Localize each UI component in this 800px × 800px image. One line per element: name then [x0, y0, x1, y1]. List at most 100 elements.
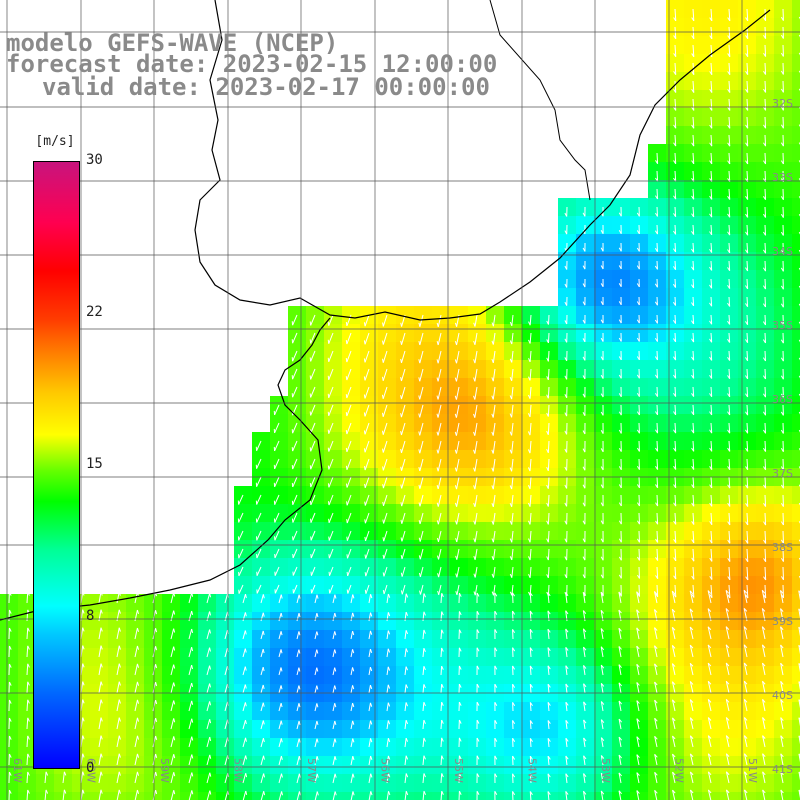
wind-arrow	[310, 512, 316, 523]
wind-arrow	[492, 422, 496, 436]
wind-arrow-head	[400, 395, 402, 400]
wind-arrow-head	[582, 247, 586, 252]
wind-arrow-head	[600, 790, 605, 795]
wind-arrow	[746, 350, 749, 361]
wind-arrow-head	[564, 502, 568, 507]
wind-arrow-head	[100, 771, 103, 776]
wind-arrow	[492, 404, 496, 418]
wind-arrow-head	[512, 665, 516, 670]
wind-arrow-head	[600, 664, 605, 669]
wind-arrow	[511, 404, 514, 418]
wind-arrow	[437, 332, 442, 346]
wind-arrow	[743, 753, 748, 766]
wind-arrow	[242, 737, 247, 748]
wind-arrow	[365, 548, 370, 559]
wind-arrow-head	[691, 465, 695, 470]
wind-cell	[792, 108, 800, 126]
wind-arrow	[383, 566, 388, 577]
wind-arrow	[368, 684, 371, 694]
wind-arrow	[386, 630, 389, 640]
wind-arrow	[346, 458, 352, 470]
wind-arrow-head	[689, 662, 694, 667]
wind-arrow	[238, 512, 244, 523]
wind-arrow-head	[709, 411, 713, 416]
wind-arrow	[256, 530, 262, 541]
wind-arrow	[707, 681, 712, 694]
wind-arrow	[707, 735, 712, 748]
wind-arrow-head	[780, 231, 784, 236]
wind-arrow-head	[600, 682, 605, 687]
wind-arrow	[314, 685, 318, 694]
wind-arrow	[116, 627, 120, 640]
wind-arrow	[583, 665, 586, 676]
wind-arrow	[653, 591, 658, 604]
wind-arrow-head	[382, 554, 385, 559]
wind-arrow-head	[298, 649, 301, 654]
wind-arrow	[256, 566, 262, 576]
longitude-label: 61W	[11, 758, 24, 783]
wind-arrow-head	[100, 681, 103, 686]
wind-arrow	[692, 224, 695, 235]
wind-arrow	[386, 702, 389, 712]
wind-arrow	[764, 530, 767, 544]
wind-arrow-head	[600, 755, 605, 759]
wind-arrow	[636, 790, 640, 800]
wind-arrow-head	[565, 791, 569, 795]
wind-arrow	[692, 440, 695, 452]
wind-arrow	[188, 646, 193, 658]
wind-arrow-head	[709, 356, 713, 361]
wind-arrow	[274, 548, 280, 559]
wind-arrow-head	[691, 575, 695, 580]
wind-arrow-head	[709, 557, 713, 562]
wind-arrow	[764, 368, 767, 380]
wind-arrow	[456, 476, 460, 490]
wind-arrow	[674, 548, 677, 561]
wind-arrow-head	[565, 773, 569, 778]
wind-arrow-head	[136, 771, 140, 776]
wind-arrow	[260, 612, 264, 622]
wind-arrow-head	[691, 124, 695, 129]
wind-arrow-head	[745, 484, 749, 489]
wind-cell	[198, 792, 216, 800]
wind-arrow	[582, 628, 586, 640]
wind-arrow	[368, 738, 372, 748]
wind-arrow	[437, 476, 442, 490]
wind-arrow	[456, 512, 460, 525]
wind-arrow	[314, 594, 318, 604]
wind-arrow-head	[27, 663, 30, 668]
wind-cell	[792, 72, 800, 90]
wind-arrow	[134, 735, 138, 748]
wind-arrow	[780, 626, 784, 640]
wind-arrow	[386, 791, 390, 800]
wind-arrow	[98, 771, 102, 784]
wind-arrow	[332, 649, 336, 658]
wind-arrow-head	[369, 702, 373, 707]
wind-arrow	[671, 699, 676, 712]
wind-arrow-head	[744, 735, 748, 739]
wind-arrow-head	[370, 791, 373, 796]
wind-arrow	[98, 663, 102, 676]
wind-arrow-head	[655, 195, 658, 200]
wind-arrow-head	[334, 685, 337, 690]
wind-arrow-head	[582, 393, 586, 398]
wind-arrow-head	[672, 283, 676, 288]
wind-cell	[792, 648, 800, 666]
wind-arrow-head	[298, 667, 301, 672]
wind-arrow	[728, 278, 731, 289]
wind-arrow	[350, 649, 354, 658]
wind-cell	[378, 792, 396, 800]
wind-arrow	[707, 699, 712, 712]
wind-arrow	[310, 368, 316, 380]
wind-arrow-head	[494, 610, 498, 615]
wind-arrow-head	[262, 738, 265, 743]
wind-arrow	[672, 735, 676, 748]
wind-arrow	[493, 584, 496, 596]
wind-arrow-head	[689, 699, 694, 703]
wind-arrow-head	[363, 376, 366, 381]
wind-arrow-head	[494, 719, 498, 724]
wind-arrow	[422, 666, 425, 676]
wind-arrow	[328, 332, 334, 344]
wind-arrow-head	[725, 608, 730, 612]
wind-arrow-head	[763, 466, 766, 471]
wind-arrow-head	[564, 375, 568, 380]
